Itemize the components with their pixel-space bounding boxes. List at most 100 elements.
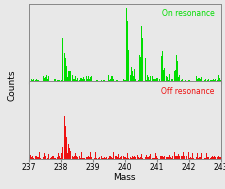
Bar [40, 157, 41, 159]
Bar [199, 78, 200, 81]
Bar [85, 78, 86, 81]
Bar [60, 158, 61, 159]
Bar [195, 80, 196, 81]
Bar [32, 156, 33, 159]
Bar [142, 38, 143, 81]
Bar [74, 156, 75, 159]
Bar [145, 157, 146, 159]
Bar [99, 80, 100, 81]
Bar [61, 153, 62, 159]
Bar [128, 156, 129, 159]
Bar [219, 157, 220, 159]
Bar [125, 80, 126, 81]
Bar [216, 80, 217, 81]
Bar [151, 76, 152, 81]
Bar [176, 55, 177, 81]
Bar [196, 76, 197, 81]
Bar [185, 80, 186, 81]
Bar [76, 156, 77, 159]
Bar [36, 79, 37, 81]
Bar [35, 80, 36, 81]
Bar [154, 79, 155, 81]
Bar [209, 156, 210, 159]
Bar [220, 157, 221, 159]
Bar [150, 154, 151, 159]
Bar [126, 158, 127, 159]
Bar [105, 158, 106, 159]
Bar [114, 158, 115, 159]
Bar [58, 158, 59, 159]
Bar [86, 157, 87, 159]
Bar [202, 154, 203, 159]
Bar [56, 80, 57, 81]
Bar [207, 80, 208, 81]
Bar [201, 153, 202, 159]
Bar [59, 156, 60, 159]
Bar [66, 137, 67, 159]
Bar [167, 157, 168, 159]
Bar [154, 158, 155, 159]
Bar [124, 80, 125, 81]
Bar [62, 38, 63, 81]
Bar [81, 78, 82, 81]
Bar [201, 77, 202, 81]
Bar [121, 156, 122, 159]
Bar [109, 80, 110, 81]
Bar [131, 67, 132, 81]
Bar [133, 157, 134, 159]
Bar [88, 76, 89, 81]
Bar [43, 76, 44, 81]
Bar [40, 76, 41, 81]
Bar [68, 71, 69, 81]
Bar [134, 69, 135, 81]
Bar [219, 78, 220, 81]
Bar [97, 80, 98, 81]
Bar [127, 21, 128, 81]
Bar [130, 157, 131, 159]
Bar [184, 156, 185, 159]
Bar [137, 155, 138, 159]
Bar [161, 156, 162, 159]
Text: Counts: Counts [8, 69, 17, 101]
Bar [127, 153, 128, 159]
Bar [146, 156, 147, 159]
Bar [37, 157, 38, 159]
Bar [212, 80, 213, 81]
Bar [143, 80, 144, 81]
Bar [100, 79, 101, 81]
Bar [95, 152, 96, 159]
Bar [220, 80, 221, 81]
Bar [165, 74, 166, 81]
Bar [50, 158, 51, 159]
Bar [218, 156, 219, 159]
Bar [79, 80, 80, 81]
Bar [123, 79, 124, 81]
Bar [42, 79, 43, 81]
Bar [205, 158, 206, 159]
Bar [119, 158, 120, 159]
Bar [141, 153, 142, 159]
Bar [132, 156, 133, 159]
Bar [63, 18, 64, 81]
Bar [82, 158, 83, 159]
Bar [65, 126, 66, 159]
Bar [162, 156, 163, 159]
Bar [168, 157, 169, 159]
Bar [69, 148, 70, 159]
Bar [113, 79, 114, 81]
Bar [89, 157, 90, 159]
Bar [72, 156, 73, 159]
Bar [208, 79, 209, 81]
Bar [210, 158, 211, 159]
Bar [78, 156, 79, 159]
Bar [168, 80, 169, 81]
Bar [89, 79, 90, 81]
Bar [178, 153, 179, 159]
Bar [173, 80, 174, 81]
Bar [205, 79, 206, 81]
Bar [191, 158, 192, 159]
Bar [187, 80, 188, 81]
Bar [123, 157, 124, 159]
Bar [31, 157, 32, 159]
Bar [155, 153, 156, 159]
